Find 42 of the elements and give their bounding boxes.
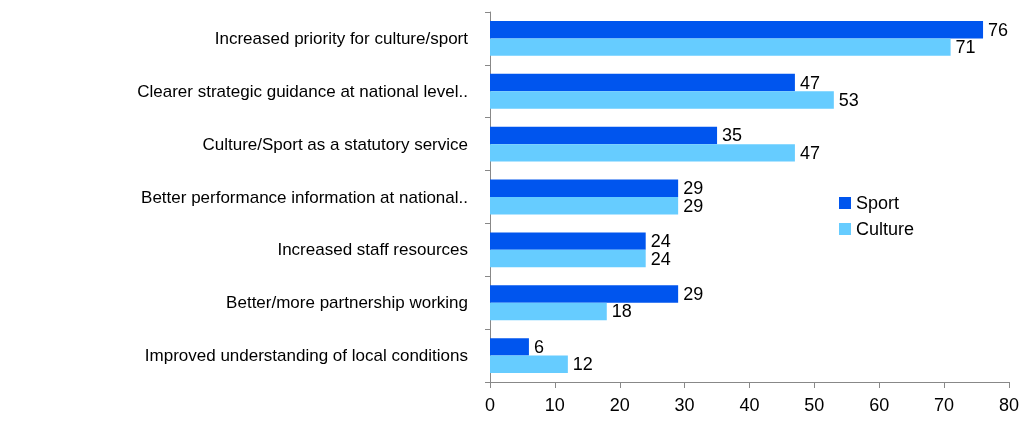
legend-label: Culture [855, 219, 915, 239]
data-label: 12 [572, 354, 593, 375]
data-label: 18 [611, 301, 632, 322]
bar [490, 20, 984, 39]
data-label: 29 [683, 283, 704, 304]
bar [490, 126, 718, 145]
bar [490, 91, 834, 109]
bar [490, 144, 795, 162]
bar [490, 73, 795, 92]
x-tick-label: 40 [739, 395, 760, 415]
y-tick-label: Culture/Sport as a statutory service [202, 134, 468, 154]
data-label: 35 [722, 125, 743, 146]
data-label: 53 [838, 90, 859, 111]
bar [490, 232, 646, 250]
y-tick-label: Clearer strategic guidance at national level.. [137, 81, 468, 101]
y-tick-label: Increased priority for culture/sport [214, 28, 469, 48]
data-label: 76 [988, 19, 1009, 40]
x-tick-label: 0 [484, 395, 496, 415]
bar [490, 338, 529, 356]
x-tick-label: 50 [804, 395, 825, 415]
x-tick-label: 80 [998, 395, 1020, 415]
y-tick-label: Better performance information at national.. [141, 187, 468, 207]
bar [490, 285, 679, 303]
x-tick-label: 70 [934, 395, 955, 415]
bar [490, 302, 607, 321]
bar [490, 179, 679, 197]
x-tick-label: 20 [609, 395, 630, 415]
legend-label: Sport [855, 193, 900, 213]
data-label: 47 [799, 72, 820, 93]
bar [490, 249, 646, 268]
y-tick-label: Increased staff resources [277, 240, 468, 260]
bar [490, 38, 951, 56]
data-label: 71 [955, 37, 976, 58]
data-label: 47 [799, 142, 820, 163]
y-tick-label: Better/more partnership working [226, 293, 468, 313]
x-tick-label: 60 [869, 395, 890, 415]
bar [490, 197, 679, 215]
x-tick-label: 10 [544, 395, 565, 415]
x-tick-label: 30 [674, 395, 695, 415]
data-label: 6 [533, 336, 544, 357]
bar [490, 355, 568, 374]
y-tick-label: Improved understanding of local conditions [144, 346, 468, 366]
